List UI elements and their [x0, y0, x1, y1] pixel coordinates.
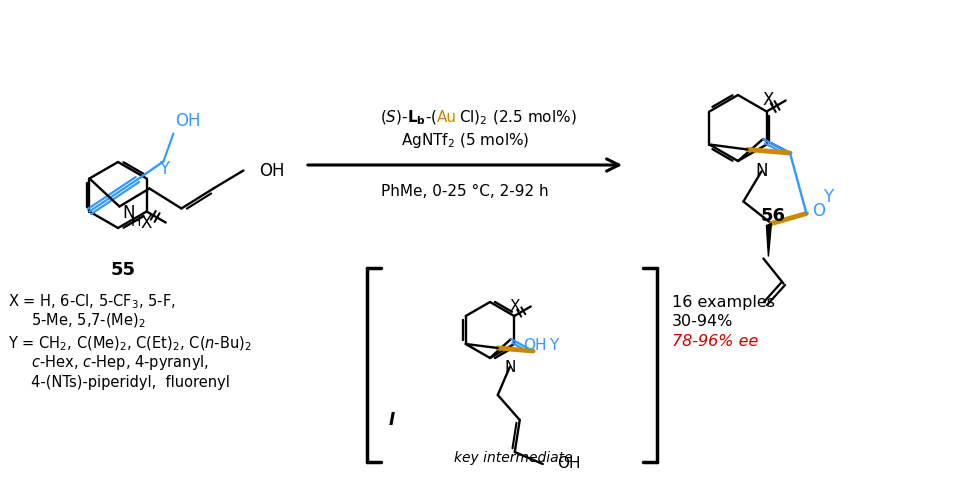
Text: key intermediate: key intermediate: [454, 451, 572, 465]
Text: Cl)$_2$ (2.5 mol%): Cl)$_2$ (2.5 mol%): [459, 109, 577, 127]
Text: AgNTf$_2$ (5 mol%): AgNTf$_2$ (5 mol%): [401, 131, 529, 150]
Text: Au: Au: [437, 111, 457, 126]
Text: 5-Me, 5,7-(Me)$_2$: 5-Me, 5,7-(Me)$_2$: [8, 312, 146, 330]
Text: N: N: [122, 205, 135, 223]
Text: N: N: [755, 163, 768, 181]
Text: Y = CH$_2$, C(Me)$_2$, C(Et)$_2$, C($n$-Bu)$_2$: Y = CH$_2$, C(Me)$_2$, C(Et)$_2$, C($n$-…: [8, 335, 252, 353]
Text: $c$-Hex, $c$-Hep, 4-pyranyl,: $c$-Hex, $c$-Hep, 4-pyranyl,: [8, 354, 209, 373]
Text: 16 examples: 16 examples: [672, 295, 775, 310]
Text: Y: Y: [824, 188, 833, 206]
Text: 30-94%: 30-94%: [672, 315, 734, 330]
Text: 56: 56: [761, 207, 785, 225]
Text: Y: Y: [160, 160, 169, 177]
Text: X = H, 6-Cl, 5-CF$_3$, 5-F,: X = H, 6-Cl, 5-CF$_3$, 5-F,: [8, 293, 176, 311]
Text: $(S)$-$\mathbf{L_b}$-(: $(S)$-$\mathbf{L_b}$-(: [379, 109, 437, 127]
Text: X: X: [140, 213, 152, 231]
Text: 78-96% ee: 78-96% ee: [672, 335, 758, 350]
Text: OH: OH: [557, 456, 580, 471]
Text: Y: Y: [549, 338, 559, 354]
Text: 55: 55: [110, 261, 136, 279]
Polygon shape: [767, 224, 771, 257]
Text: OH: OH: [175, 112, 201, 130]
Text: OH: OH: [523, 338, 546, 354]
Text: I: I: [389, 411, 395, 429]
Text: X: X: [509, 299, 520, 314]
Text: 4-(NTs)-piperidyl,  fluorenyl: 4-(NTs)-piperidyl, fluorenyl: [8, 375, 229, 390]
Text: PhMe, 0-25 °C, 2-92 h: PhMe, 0-25 °C, 2-92 h: [381, 185, 549, 200]
Text: X: X: [762, 92, 773, 110]
Text: H: H: [131, 216, 140, 229]
Text: N: N: [504, 359, 515, 375]
Text: OH: OH: [259, 162, 285, 180]
Text: O: O: [812, 202, 825, 220]
